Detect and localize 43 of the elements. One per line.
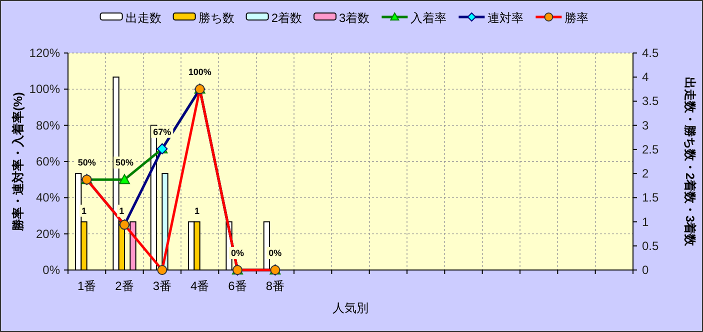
y-tick-label: 20% <box>36 226 60 241</box>
legend-label: 勝率 <box>564 11 589 25</box>
data-label: 0% <box>268 248 282 258</box>
y-tick-label: 80% <box>36 118 60 132</box>
y2-tick-label: 0.5 <box>642 238 660 253</box>
y2-tick-label: 4 <box>642 70 649 84</box>
y-tick-label: 60% <box>36 154 60 168</box>
x-tick-label: 4番 <box>190 279 210 293</box>
y2-axis-title: 出走数・勝ち数・2着数・3着数 <box>683 76 697 248</box>
y2-tick-label: 0 <box>642 263 649 277</box>
x-tick-label: 1番 <box>77 279 96 293</box>
x-tick-label: 8番 <box>266 279 285 293</box>
x-tick-label: 2番 <box>115 279 134 293</box>
data-label: 50% <box>115 158 134 168</box>
y-tick-label: 40% <box>36 190 60 205</box>
legend-label: 勝ち数 <box>198 11 234 25</box>
data-label: 1 <box>194 206 200 216</box>
legend-label: 入着率 <box>410 11 447 25</box>
y2-tick-label: 3 <box>642 118 649 132</box>
legend-label: 3着数 <box>339 11 370 25</box>
data-label: 1 <box>119 206 124 216</box>
data-label: 50% <box>78 158 96 168</box>
y2-tick-label: 1.5 <box>642 190 660 205</box>
y2-tick-label: 4.5 <box>642 46 660 60</box>
x-tick-label: 6番 <box>228 279 247 293</box>
data-label: 1 <box>82 206 87 216</box>
y-tick-label: 100% <box>29 82 60 96</box>
legend-label: 2着数 <box>271 11 302 25</box>
data-label: 67% <box>153 126 172 137</box>
x-tick-label: 3番 <box>152 279 172 293</box>
legend-label: 連対率 <box>488 11 524 25</box>
y2-tick-label: 3.5 <box>642 94 660 108</box>
data-label: 0% <box>230 248 244 258</box>
x-axis-title: 人気別 <box>332 301 368 315</box>
y-axis-title: 勝率・連対率・入着率(%) <box>11 92 25 232</box>
y2-tick-label: 1 <box>642 214 649 229</box>
point <box>119 174 130 184</box>
y2-tick-label: 2 <box>642 166 649 181</box>
y-tick-label: 120% <box>29 46 60 60</box>
legend-label: 出走数 <box>125 11 162 25</box>
data-label: 100% <box>188 67 212 78</box>
y-tick-label: 0% <box>42 263 60 277</box>
y2-tick-label: 2.5 <box>642 142 660 156</box>
